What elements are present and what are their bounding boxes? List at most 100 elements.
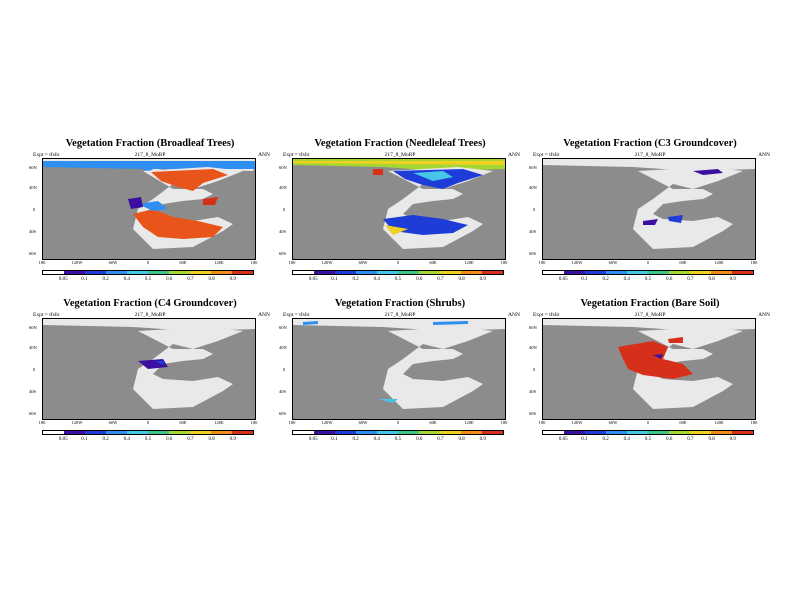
- colorbar-swatch: [440, 271, 461, 274]
- panel-title: Vegetation Fraction (Broadleaf Trees): [65, 138, 235, 149]
- colorbar-swatch: [127, 271, 148, 274]
- colorbar-swatch: [543, 431, 564, 434]
- colorbar-label: 0.05: [58, 437, 68, 442]
- lon-tick: 60W: [108, 260, 118, 265]
- map-bare-soil: [542, 318, 756, 420]
- colorbar-labels: 0.05 0.1 0.2 0.4 0.5 0.6 0.7 0.8 0.9: [292, 437, 504, 445]
- experiment-label: Expt = tfslir: [33, 312, 60, 318]
- experiment-label: Expt = tfslir: [283, 312, 310, 318]
- lon-tick: 180: [38, 420, 46, 425]
- lon-tick: 0: [146, 260, 150, 265]
- lat-tick: 40S: [29, 389, 37, 394]
- colorbar-swatch: [669, 271, 690, 274]
- colorbar-swatch: [293, 271, 314, 274]
- colorbar-label: 0.7: [437, 437, 444, 442]
- colorbar-labels: 0.05 0.1 0.2 0.4 0.5 0.6 0.7 0.8 0.9: [542, 277, 754, 285]
- lon-tick: 120E: [214, 420, 224, 425]
- colorbar-swatch: [690, 431, 711, 434]
- colorbar-label: 0.6: [666, 277, 673, 282]
- colorbar-label: 0.5: [394, 277, 402, 282]
- colorbar-label: 0.05: [308, 437, 318, 442]
- lon-tick: 180: [500, 260, 508, 265]
- colorbar-swatch: [106, 271, 127, 274]
- colorbar-swatch: [127, 431, 148, 434]
- run-label: 217_8_MoRP: [384, 152, 416, 158]
- colorbar-swatch: [190, 271, 211, 274]
- lat-tick: 0: [533, 207, 536, 212]
- colorbar-swatch: [648, 271, 669, 274]
- colorbar: [42, 430, 254, 435]
- lon-tick: 60W: [358, 260, 368, 265]
- lon-tick: 0: [646, 260, 650, 265]
- lon-tick: 60E: [179, 420, 187, 425]
- colorbar-swatch: [564, 271, 585, 274]
- colorbar-label: 0.6: [166, 277, 173, 282]
- lat-tick: 60N: [29, 165, 37, 170]
- lat-tick: 0: [533, 367, 536, 372]
- colorbar-label: 0.1: [581, 277, 588, 282]
- colorbar-label: 0.6: [166, 437, 173, 442]
- experiment-label: Expt = tfslir: [283, 152, 310, 158]
- colorbar-swatch: [627, 431, 648, 434]
- colorbar-swatch: [43, 431, 64, 434]
- colorbar-label: 0.8: [708, 437, 715, 442]
- run-label: 217_8_MoRP: [634, 152, 666, 158]
- lon-tick: 60W: [608, 420, 618, 425]
- colorbar-label: 0.5: [644, 277, 652, 282]
- colorbar-label: 0.4: [373, 277, 380, 282]
- colorbar-swatch: [606, 271, 627, 274]
- colorbar-swatch: [293, 431, 314, 434]
- lon-tick: 120W: [71, 420, 83, 425]
- panel-c3-groundcover: Vegetation Fraction (C3 Groundcover) Exp…: [529, 138, 770, 318]
- colorbar: [292, 430, 504, 435]
- lon-tick: 60E: [429, 420, 437, 425]
- colorbar-swatch: [232, 271, 253, 274]
- colorbar-swatch: [377, 271, 398, 274]
- colorbar-label: 0.7: [187, 437, 194, 442]
- lon-tick: 120W: [321, 420, 333, 425]
- lat-tick: 60S: [279, 251, 287, 256]
- colorbar-label: 0.6: [416, 437, 423, 442]
- lat-tick: 40N: [279, 345, 287, 350]
- colorbar-label: 0.2: [602, 437, 609, 442]
- colorbar-swatch: [585, 431, 606, 434]
- run-label: 217_8_MoRP: [134, 152, 166, 158]
- panel-title: Vegetation Fraction (C3 Groundcover): [563, 138, 737, 149]
- colorbar-labels: 0.05 0.1 0.2 0.4 0.5 0.6 0.7 0.8 0.9: [542, 437, 754, 445]
- map-c4: [42, 318, 256, 420]
- lat-tick: 60S: [529, 411, 537, 416]
- colorbar-label: 0.6: [416, 277, 423, 282]
- lat-tick: 60S: [529, 251, 537, 256]
- colorbar-labels: 0.05 0.1 0.2 0.4 0.5 0.6 0.7 0.8 0.9: [292, 277, 504, 285]
- colorbar-swatch: [85, 271, 106, 274]
- colorbar: [292, 270, 504, 275]
- run-label: 217_8_MoRP: [384, 312, 416, 318]
- colorbar-label: 0.9: [729, 437, 736, 442]
- colorbar-labels: 0.05 0.1 0.2 0.4 0.5 0.6 0.7 0.8 0.9: [42, 437, 254, 445]
- colorbar-label: 0.9: [229, 277, 236, 282]
- lat-tick: 40N: [279, 185, 287, 190]
- colorbar-swatch: [169, 271, 190, 274]
- colorbar-swatch: [564, 431, 585, 434]
- period-label: ANN: [258, 152, 270, 158]
- colorbar-label: 0.2: [102, 277, 109, 282]
- colorbar: [542, 270, 754, 275]
- period-label: ANN: [508, 152, 520, 158]
- lon-tick: 60W: [108, 420, 118, 425]
- lon-tick: 180: [538, 420, 546, 425]
- colorbar-label: 0.5: [144, 277, 152, 282]
- colorbar-swatch: [148, 431, 169, 434]
- lon-tick: 120W: [571, 420, 583, 425]
- lat-tick: 0: [283, 207, 286, 212]
- colorbar-label: 0.7: [687, 437, 694, 442]
- lon-tick: 180: [250, 420, 258, 425]
- colorbar-label: 0.05: [558, 437, 568, 442]
- lat-tick: 40S: [529, 389, 537, 394]
- run-label: 217_8_MoRP: [634, 312, 666, 318]
- lon-tick: 60E: [179, 260, 187, 265]
- period-label: ANN: [258, 312, 270, 318]
- lon-tick: 180: [750, 260, 758, 265]
- experiment-label: Expt = tfslir: [33, 152, 60, 158]
- lon-tick: 0: [396, 260, 400, 265]
- lat-tick: 60S: [29, 251, 37, 256]
